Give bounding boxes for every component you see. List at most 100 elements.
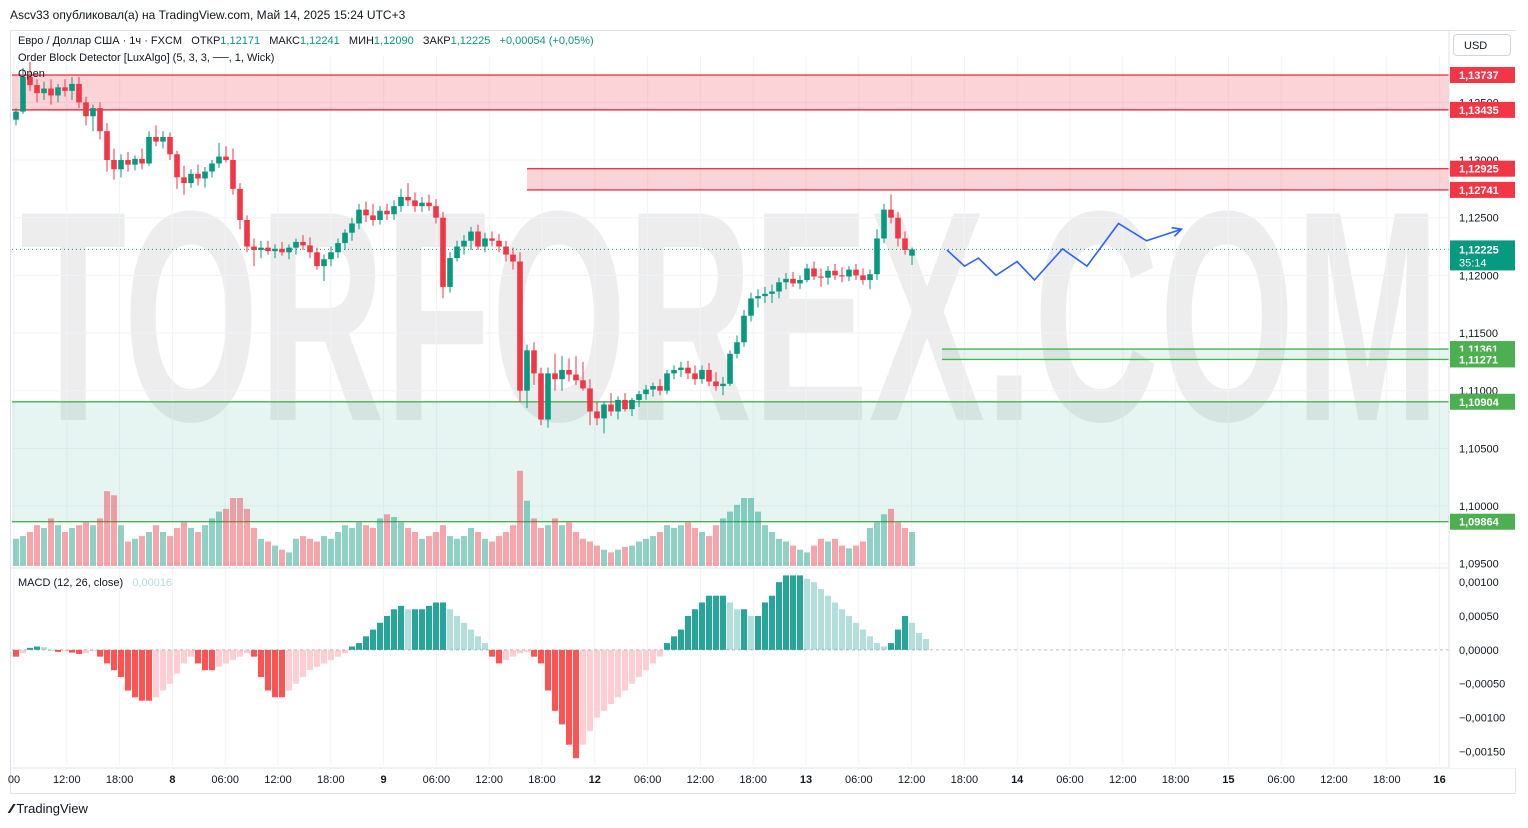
candle[interactable]: [125, 151, 131, 172]
candle[interactable]: [433, 199, 439, 224]
candle[interactable]: [566, 358, 572, 382]
candle[interactable]: [720, 376, 726, 396]
candle[interactable]: [846, 266, 852, 282]
candle[interactable]: [503, 240, 509, 262]
candle[interactable]: [769, 284, 775, 304]
candle[interactable]: [328, 246, 334, 267]
candle[interactable]: [860, 268, 866, 285]
candle[interactable]: [97, 102, 103, 140]
candle[interactable]: [251, 238, 257, 267]
candle[interactable]: [853, 263, 859, 280]
candle[interactable]: [454, 240, 460, 262]
candle[interactable]: [804, 263, 810, 283]
candle[interactable]: [629, 397, 635, 417]
candle[interactable]: [580, 361, 586, 391]
candle[interactable]: [489, 231, 495, 247]
candle[interactable]: [90, 104, 96, 132]
candle[interactable]: [650, 382, 656, 397]
candle[interactable]: [636, 390, 642, 407]
currency-button[interactable]: USD: [1453, 34, 1511, 56]
candle[interactable]: [111, 148, 117, 180]
candle[interactable]: [734, 335, 740, 359]
candle[interactable]: [615, 396, 621, 420]
candle[interactable]: [384, 203, 390, 221]
candle[interactable]: [48, 79, 54, 105]
candle[interactable]: [216, 142, 222, 169]
candle[interactable]: [363, 201, 369, 223]
candle[interactable]: [797, 275, 803, 290]
candle[interactable]: [818, 268, 824, 287]
candle[interactable]: [538, 367, 544, 426]
candle[interactable]: [272, 244, 278, 259]
candle[interactable]: [195, 164, 201, 186]
candle[interactable]: [594, 402, 600, 426]
candle[interactable]: [783, 273, 789, 290]
candle[interactable]: [27, 62, 33, 91]
candle[interactable]: [349, 217, 355, 241]
candle[interactable]: [307, 237, 313, 259]
candle[interactable]: [391, 200, 397, 221]
candle[interactable]: [286, 244, 292, 260]
candle[interactable]: [104, 123, 110, 172]
candle[interactable]: [888, 194, 894, 224]
candle[interactable]: [153, 125, 159, 147]
candle[interactable]: [230, 148, 236, 195]
candle[interactable]: [685, 360, 691, 380]
candle[interactable]: [83, 96, 89, 126]
candle[interactable]: [41, 81, 47, 101]
candle[interactable]: [405, 183, 411, 207]
candle[interactable]: [552, 353, 558, 391]
candle[interactable]: [825, 266, 831, 285]
candle[interactable]: [167, 132, 173, 161]
candle[interactable]: [139, 148, 145, 170]
candle[interactable]: [832, 263, 838, 280]
candle[interactable]: [657, 379, 663, 396]
candle[interactable]: [671, 365, 677, 380]
candle[interactable]: [867, 269, 873, 290]
candle[interactable]: [55, 83, 61, 103]
candle[interactable]: [622, 393, 628, 412]
candle[interactable]: [496, 233, 502, 253]
candle[interactable]: [174, 150, 180, 189]
candle[interactable]: [69, 76, 75, 101]
candle[interactable]: [314, 247, 320, 270]
candle[interactable]: [440, 211, 446, 299]
candle[interactable]: [188, 169, 194, 188]
candle[interactable]: [811, 261, 817, 280]
candle[interactable]: [839, 267, 845, 283]
candle[interactable]: [293, 238, 299, 255]
candle[interactable]: [601, 402, 607, 434]
candle[interactable]: [321, 254, 327, 282]
candle[interactable]: [741, 309, 747, 347]
candle[interactable]: [237, 183, 243, 230]
candle[interactable]: [776, 277, 782, 299]
candle[interactable]: [398, 188, 404, 212]
candle[interactable]: [727, 350, 733, 387]
candle[interactable]: [517, 252, 523, 403]
candle[interactable]: [587, 379, 593, 426]
symbol-title[interactable]: Евро / Доллар США · 1ч · FXCM: [18, 35, 183, 47]
candle[interactable]: [692, 365, 698, 385]
candle[interactable]: [559, 356, 565, 391]
candle[interactable]: [755, 289, 761, 308]
candle[interactable]: [608, 393, 614, 417]
candle[interactable]: [874, 229, 880, 280]
candle[interactable]: [762, 286, 768, 304]
candle[interactable]: [76, 76, 82, 109]
candle[interactable]: [881, 203, 887, 244]
candle[interactable]: [132, 155, 138, 171]
tradingview-brand[interactable]: ⁄⁄ TradingView: [10, 801, 88, 816]
candle[interactable]: [510, 247, 516, 270]
candle[interactable]: [20, 67, 26, 114]
candle[interactable]: [461, 234, 467, 255]
candle[interactable]: [34, 79, 40, 103]
candle[interactable]: [643, 384, 649, 400]
candle[interactable]: [13, 108, 19, 126]
candle[interactable]: [713, 372, 719, 391]
candle[interactable]: [160, 131, 166, 149]
candle[interactable]: [370, 203, 376, 226]
candle[interactable]: [447, 252, 453, 293]
candle[interactable]: [909, 247, 915, 265]
candle[interactable]: [748, 292, 754, 322]
